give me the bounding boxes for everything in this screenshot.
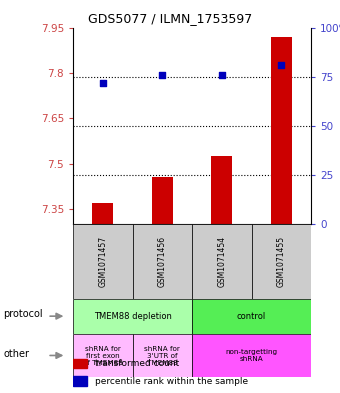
Text: TMEM88 depletion: TMEM88 depletion: [94, 312, 172, 321]
Text: GSM1071454: GSM1071454: [217, 236, 226, 287]
Bar: [192, 224, 252, 299]
Bar: [92, 203, 113, 224]
Text: percentile rank within the sample: percentile rank within the sample: [95, 376, 248, 386]
Text: protocol: protocol: [3, 309, 43, 320]
Bar: [252, 224, 311, 299]
Bar: [152, 177, 173, 224]
Text: GDS5077 / ILMN_1753597: GDS5077 / ILMN_1753597: [88, 12, 252, 25]
Text: GSM1071457: GSM1071457: [98, 236, 107, 287]
Point: [160, 72, 165, 78]
Text: transformed count: transformed count: [95, 359, 179, 368]
Text: non-targetting
shRNA: non-targetting shRNA: [225, 349, 278, 362]
Bar: [133, 224, 192, 299]
Bar: [271, 37, 292, 224]
Bar: [73, 376, 87, 386]
Bar: [73, 334, 133, 377]
Text: GSM1071456: GSM1071456: [158, 236, 167, 287]
Text: GSM1071455: GSM1071455: [277, 236, 286, 287]
Bar: [192, 334, 311, 377]
Bar: [192, 299, 311, 334]
Bar: [211, 156, 232, 224]
Bar: [73, 224, 133, 299]
Bar: [73, 299, 192, 334]
Bar: [133, 334, 192, 377]
Text: shRNA for
3'UTR of
TMEM88: shRNA for 3'UTR of TMEM88: [144, 346, 180, 365]
Point: [219, 72, 225, 78]
Text: shRNA for
first exon
of TMEM88: shRNA for first exon of TMEM88: [83, 346, 123, 365]
Text: other: other: [3, 349, 29, 359]
Point: [279, 62, 284, 68]
Text: control: control: [237, 312, 266, 321]
Bar: [73, 359, 87, 368]
Point: [100, 79, 105, 86]
